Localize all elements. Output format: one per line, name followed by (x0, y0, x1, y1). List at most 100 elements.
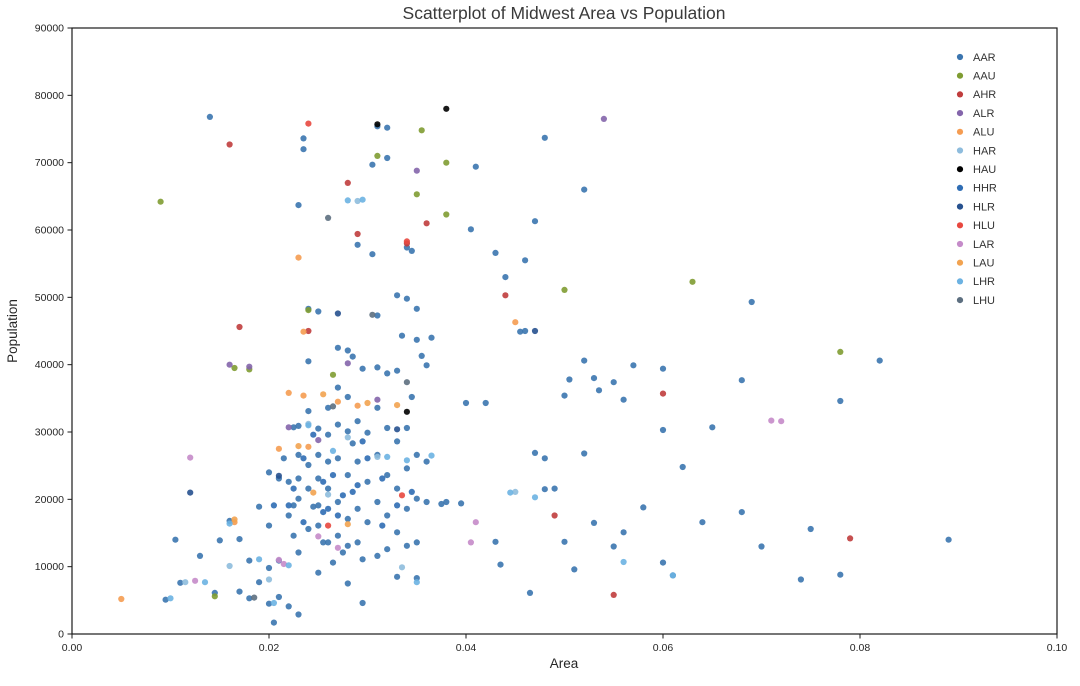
scatter-point (502, 274, 509, 281)
scatter-point (295, 422, 302, 429)
scatter-point (502, 292, 509, 299)
y-tick-label: 70000 (35, 157, 64, 169)
scatter-point (561, 392, 568, 399)
scatter-point (709, 424, 716, 431)
scatter-point (295, 451, 302, 458)
series-LHU-points (251, 214, 410, 601)
scatter-point (305, 120, 312, 127)
scatter-point (344, 580, 351, 587)
scatter-point (290, 424, 297, 431)
scatter-point (408, 393, 415, 401)
scatter-point (354, 482, 361, 489)
scatter-point (359, 556, 366, 563)
scatter-point (329, 447, 337, 454)
scatter-point (344, 428, 351, 435)
scatter-point (837, 348, 844, 355)
scatter-point (280, 455, 287, 462)
scatter-point (507, 489, 514, 496)
legend-marker (956, 53, 964, 61)
scatter-point (196, 552, 204, 560)
scatter-point (280, 560, 287, 568)
scatter-point (329, 472, 337, 479)
scatter-point (398, 564, 406, 571)
scatter-point (768, 417, 775, 424)
y-tick-label: 10000 (35, 561, 64, 573)
scatter-point (807, 525, 814, 533)
scatter-point (595, 387, 603, 394)
scatter-point (945, 536, 952, 543)
scatter-point (344, 393, 351, 401)
scatter-point (374, 396, 381, 403)
scatter-point (659, 365, 667, 372)
legend-label: LAR (973, 239, 994, 251)
series-HLR-points (187, 310, 539, 496)
scatter-point (364, 519, 371, 526)
chart-title: Scatterplot of Midwest Area vs Populatio… (403, 3, 726, 23)
scatter-point (182, 579, 189, 586)
scatter-point (394, 402, 401, 409)
scatter-point (315, 437, 322, 444)
scatter-point (413, 191, 420, 198)
scatter-point (364, 429, 371, 436)
scatter-point (428, 334, 435, 341)
legend-item-HAU: HAU (956, 164, 996, 176)
scatter-point (246, 363, 253, 370)
scatter-point (837, 397, 844, 405)
series-LAR-points (187, 417, 785, 584)
scatter-point (157, 198, 164, 205)
scatter-point (369, 161, 376, 168)
scatter-point (344, 472, 351, 479)
legend-label: HAR (973, 145, 996, 157)
scatter-point (374, 498, 381, 506)
scatter-point (270, 502, 277, 509)
scatter-point (315, 475, 322, 482)
scatter-point (349, 353, 356, 360)
scatter-point (403, 238, 410, 245)
legend-item-ALR: ALR (956, 108, 994, 120)
scatter-point (354, 505, 361, 512)
scatter-point (300, 328, 307, 335)
scatter-point (206, 113, 213, 120)
scatter-point (492, 538, 499, 545)
legend-item-HLU: HLU (956, 220, 995, 232)
scatter-point (192, 577, 199, 584)
scatter-point (334, 544, 341, 551)
scatter-point (443, 498, 450, 506)
scatter-point (320, 478, 327, 485)
scatter-point (315, 533, 322, 540)
scatter-point (325, 505, 332, 512)
scatter-point (630, 362, 637, 369)
scatter-point (187, 454, 194, 461)
scatter-point (300, 135, 307, 142)
scatter-point (320, 508, 327, 516)
legend-label: HLU (973, 220, 995, 232)
scatter-point (354, 458, 361, 465)
x-tick-label: 0.10 (1047, 642, 1068, 654)
scatter-point (384, 472, 391, 479)
scatter-point (285, 502, 292, 509)
scatter-point (226, 141, 233, 148)
scatter-point (566, 376, 573, 383)
scatter-point (339, 549, 346, 556)
y-tick-label: 30000 (35, 427, 64, 439)
legend-label: HAU (973, 164, 996, 176)
scatter-point (413, 495, 420, 502)
y-tick-label: 90000 (35, 23, 64, 35)
scatter-point (797, 576, 805, 583)
scatter-point (118, 595, 125, 603)
legend-marker (956, 203, 964, 210)
scatter-point (384, 370, 391, 377)
scatter-point (512, 319, 519, 326)
scatter-point (531, 327, 539, 335)
scatter-point (305, 422, 312, 429)
scatter-point (295, 202, 302, 209)
legend-item-AAU: AAU (956, 71, 996, 83)
x-tick-label: 0.04 (456, 642, 477, 654)
scatter-point (423, 458, 430, 465)
scatter-point (305, 525, 312, 533)
scatter-point (679, 463, 686, 471)
scatter-point (359, 365, 366, 372)
scatter-point (364, 478, 371, 485)
scatter-point (325, 458, 332, 465)
axis-ticks: 0.00 0.02 0.04 0.06 0.08 0.10 0 10000 20000 30000… (35, 23, 1068, 655)
